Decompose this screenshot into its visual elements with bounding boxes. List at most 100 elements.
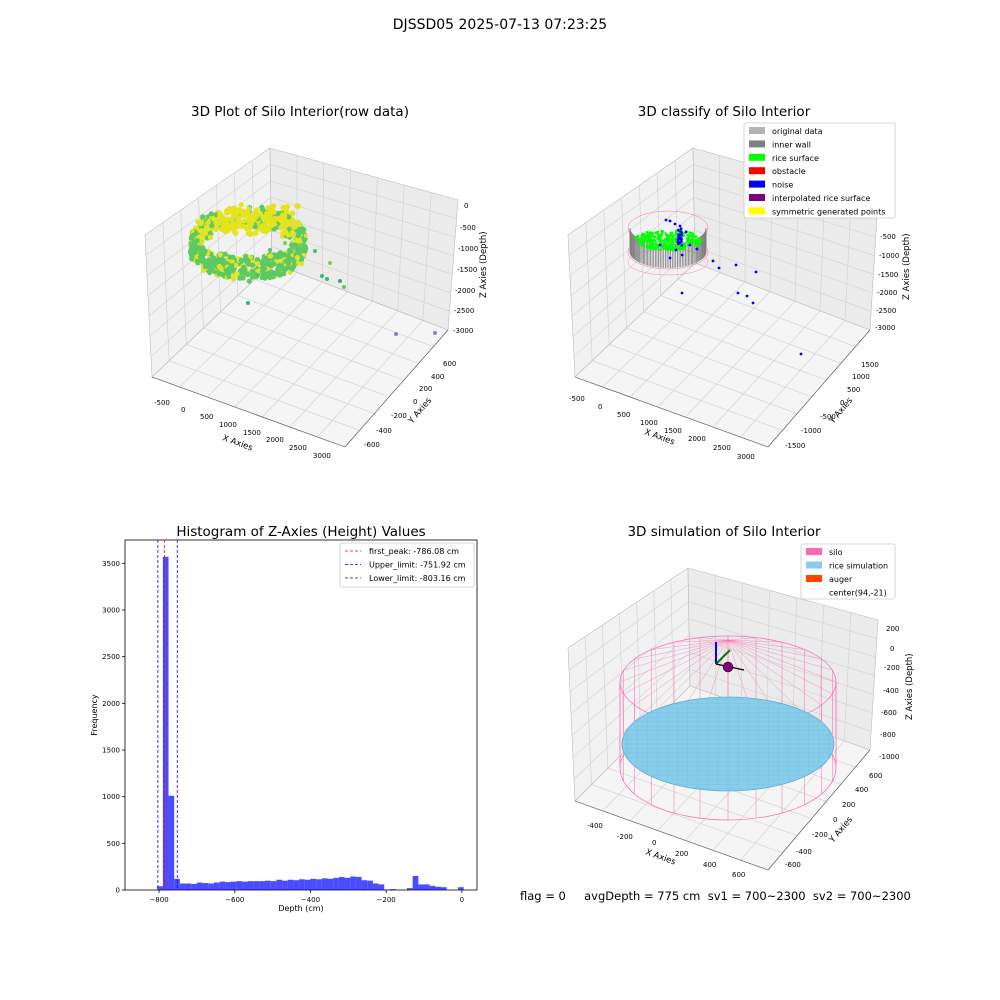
histogram-ytick: 1000 (102, 793, 120, 801)
noise-point (684, 230, 688, 234)
rice-surface-point (634, 235, 638, 239)
simulation-ytick: 200 (842, 801, 855, 809)
rice-surface-point (638, 239, 641, 242)
silo-roof-rib (699, 637, 729, 641)
histogram-bar (213, 882, 220, 890)
raw-point (206, 264, 212, 270)
histogram-bar (424, 884, 430, 890)
raw-point (236, 220, 243, 226)
raw-point (230, 222, 236, 228)
raw-point (211, 255, 217, 261)
silo-roof-rib (727, 639, 833, 671)
raw-point (279, 251, 285, 258)
rice-surface-point (649, 244, 652, 248)
simulation-ztick: -200 (884, 664, 900, 672)
raw-point (194, 238, 200, 244)
classify-legend: original data inner wall rice surface obsta… (743, 122, 896, 219)
raw-point (240, 208, 247, 214)
rice-surface-point (659, 248, 662, 251)
rice-surface-point (652, 243, 655, 247)
rice-surface-point (683, 242, 686, 246)
raw-point (240, 212, 247, 218)
classify-axes-panes (567, 147, 879, 448)
classify-legend-swatch (749, 153, 765, 161)
histogram-bar (179, 883, 186, 890)
raw-point (238, 202, 244, 208)
histogram-bar (219, 881, 226, 890)
rice-surface-point (672, 241, 675, 245)
simulation-ztick: -800 (880, 731, 896, 739)
raw-yticks: -600 -400 -200 0 200 400 600 (364, 360, 456, 449)
rice-surface-point (645, 234, 648, 237)
histogram-bar (248, 881, 254, 890)
noise-point (736, 291, 740, 295)
simulation-yticks: -600 -400 -200 0 200 400 600 (785, 772, 882, 869)
histogram-legend-label: first_peak: -786.08 cm (369, 547, 459, 556)
raw-point (236, 215, 242, 221)
simulation-x-axis-label: X Axies (644, 847, 677, 867)
classify-scatter-points (633, 218, 803, 356)
rice-surface-point (661, 246, 665, 249)
simulation-ytick: 0 (833, 816, 837, 824)
noise-point (674, 248, 678, 252)
simulation-ztick: -600 (881, 709, 897, 717)
noise-point (711, 259, 715, 263)
histogram-bar (310, 878, 317, 890)
raw-outlier-point (283, 241, 287, 245)
histogram-bar (191, 883, 197, 890)
raw-point (200, 214, 206, 220)
rice-surface-point (649, 242, 652, 246)
raw-point (262, 228, 269, 235)
raw-y-axis-label: Y Axies (406, 396, 434, 427)
classify-ytick: -1500 (785, 442, 805, 450)
raw-point (294, 237, 300, 243)
histogram-plot-area (124, 539, 478, 891)
raw-ytick: 0 (413, 398, 417, 406)
classify-ytick: 1500 (861, 361, 879, 369)
raw-xtick: 3000 (313, 452, 331, 460)
histogram-bar (202, 883, 209, 890)
raw-point (202, 263, 208, 269)
rice-surface-point (642, 244, 646, 247)
histogram-bar (162, 556, 169, 890)
classify-legend-label: symmetric generated points (772, 207, 885, 216)
rice-surface-point (667, 239, 671, 243)
raw-point (266, 272, 272, 278)
histogram-legend: first_peak: -786.08 cm Upper_limit: -751.… (339, 542, 475, 588)
rice-surface-point (672, 238, 675, 241)
noise-point (680, 291, 684, 295)
raw-point (246, 278, 252, 284)
rice-surface-point (648, 231, 651, 234)
silo-roof-rib (727, 639, 805, 715)
histogram-bar (406, 888, 413, 890)
rice-surface-point (686, 240, 689, 244)
simulation-ztick: -1000 (879, 753, 899, 761)
rice-surface-point (650, 238, 654, 242)
raw-point (208, 258, 214, 265)
rice-surface-point (687, 236, 690, 239)
raw-point (188, 247, 194, 253)
simulation-legend-label: silo (829, 548, 843, 557)
rice-surface-point (654, 242, 658, 246)
histogram-bar (208, 883, 214, 890)
rice-surface-point (659, 241, 662, 244)
raw-xtick: 2000 (266, 436, 284, 444)
raw-point (207, 234, 213, 240)
rice-surface-point (675, 232, 678, 235)
rice-surface-point (648, 233, 651, 237)
silo-roof-rib (727, 639, 822, 660)
classify-legend-swatch (749, 127, 765, 134)
histogram-bar (338, 876, 345, 890)
auger-and-center-markers (715, 642, 745, 673)
classify-legend-label: noise (772, 181, 793, 190)
noise-point (688, 243, 692, 247)
classify-legend-label: interpolated rice surface (772, 194, 870, 203)
simulation-xticks: -400 -200 0 200 400 600 (587, 822, 745, 879)
classify-plot-title: 3D classify of Silo Interior (637, 104, 811, 120)
silo-roof-rib (727, 639, 783, 643)
raw-ztick: -3000 (453, 327, 473, 335)
raw-point (282, 224, 289, 230)
raw-point (244, 209, 251, 215)
raw-point (280, 230, 286, 236)
raw-point (203, 227, 209, 233)
